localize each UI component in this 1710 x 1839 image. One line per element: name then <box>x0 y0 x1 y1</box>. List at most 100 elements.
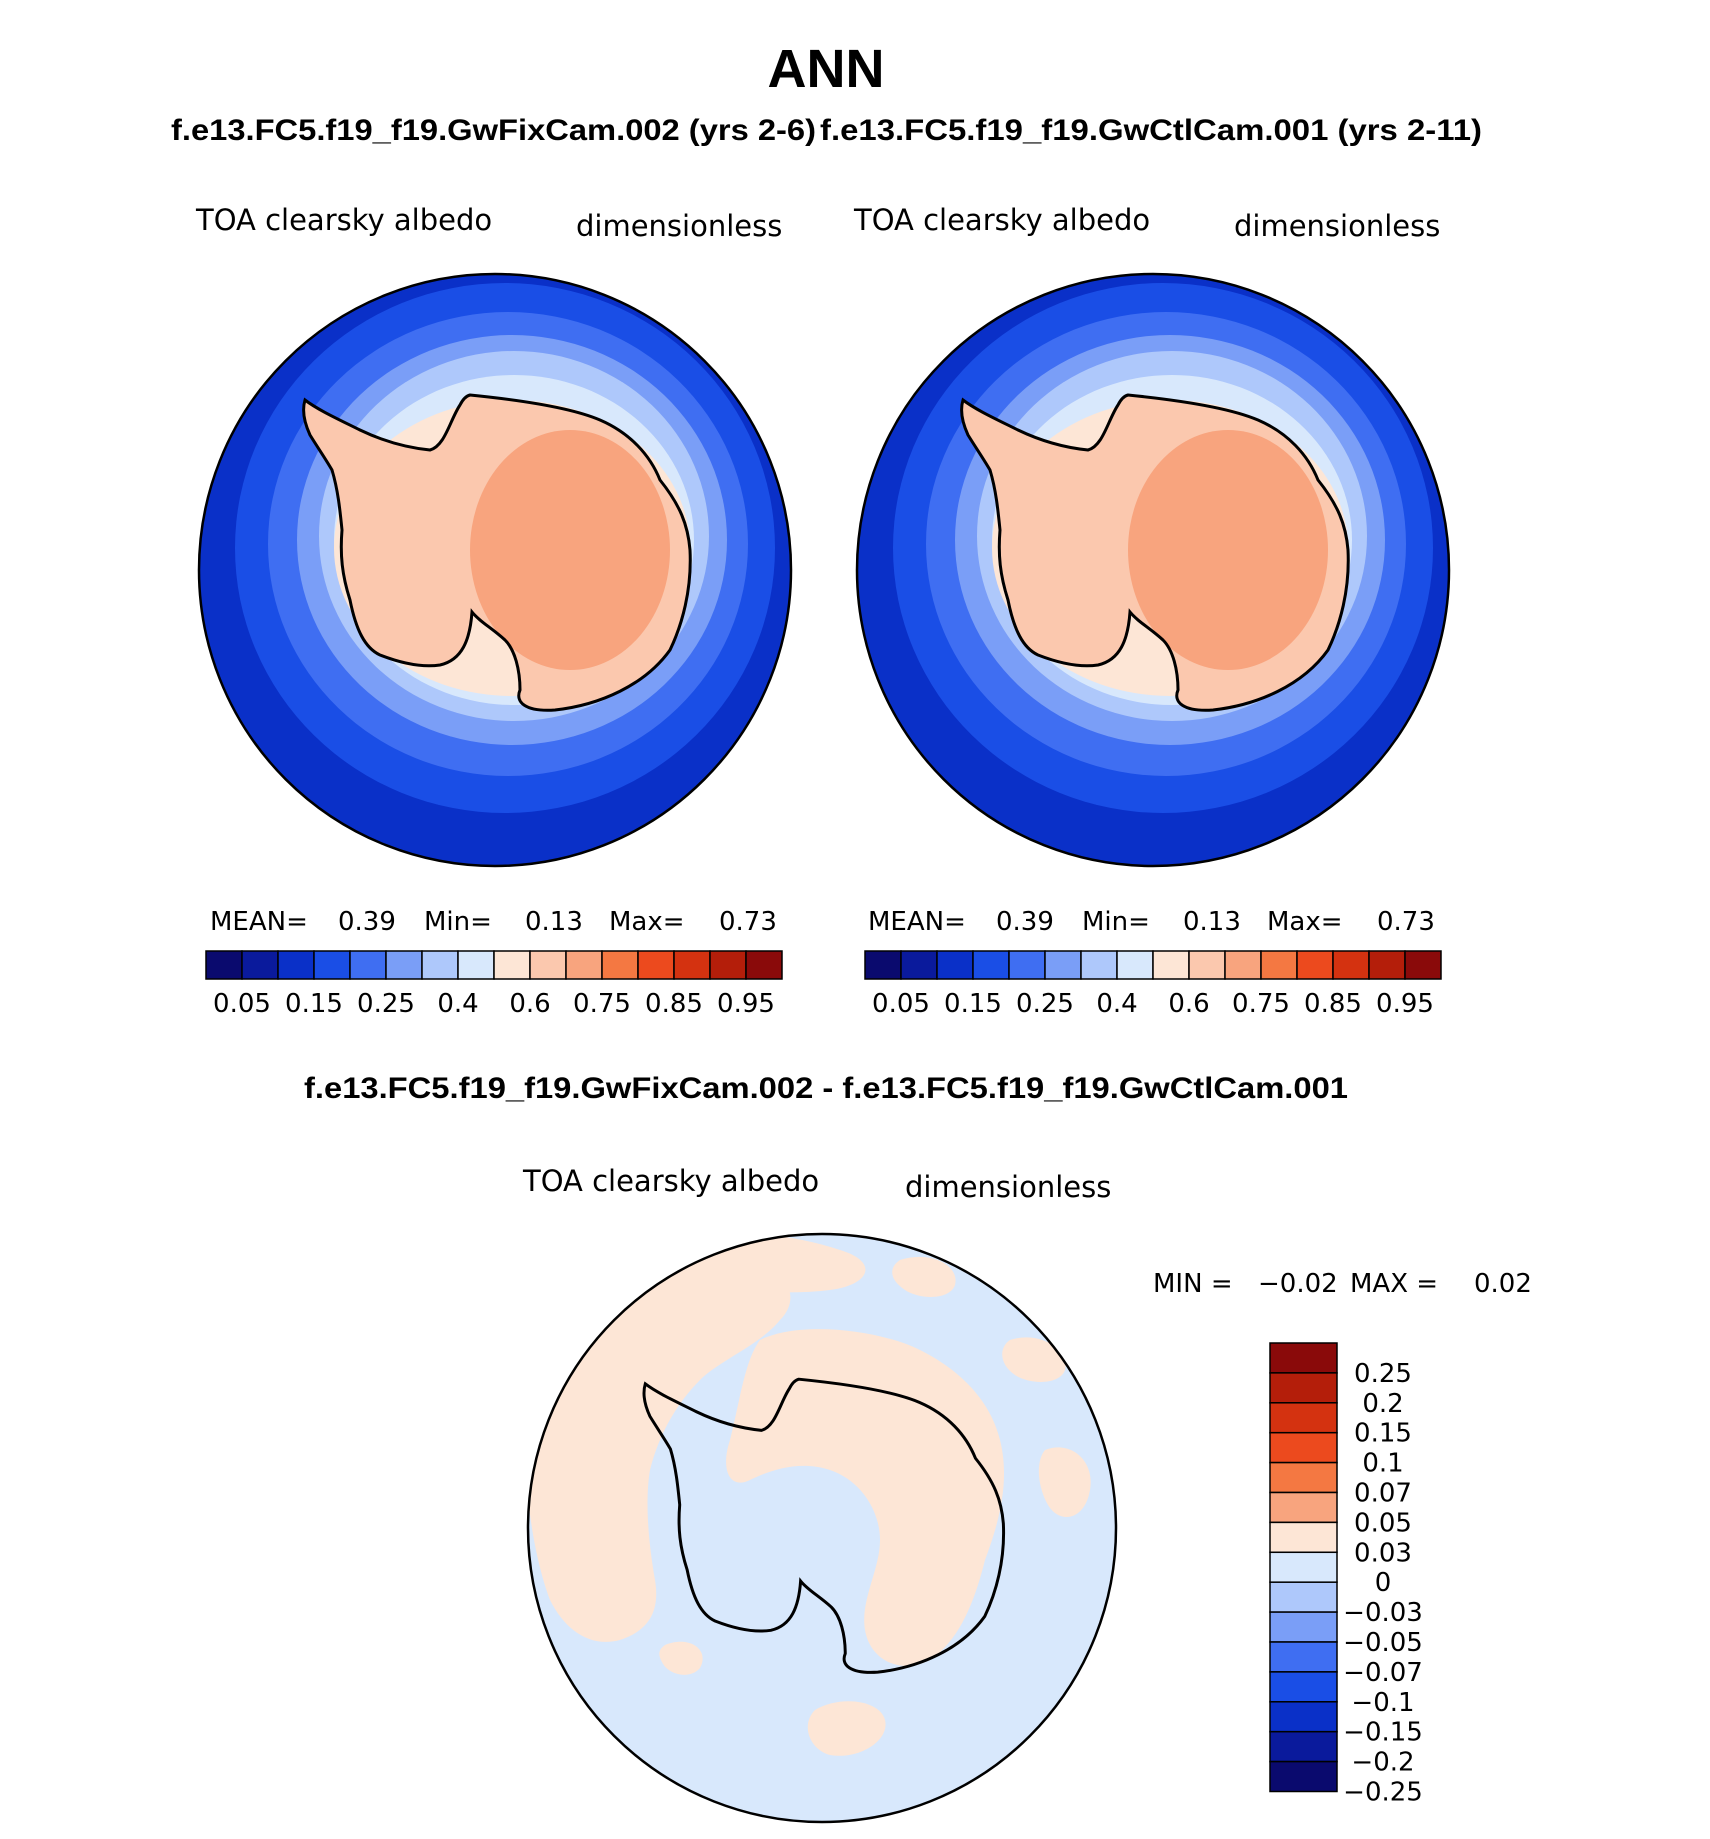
difference-polar-map <box>528 1234 1116 1822</box>
colorbar-tick-label: 0.15 <box>285 989 343 1019</box>
colorbar-swatch <box>709 950 747 980</box>
colorbar-tick-label: 0 <box>1375 1568 1392 1598</box>
min-label: MIN = <box>1153 1269 1233 1299</box>
colorbar-swatch <box>1269 1342 1338 1374</box>
colorbar-swatch <box>745 950 783 980</box>
colorbar-swatch <box>1188 950 1226 980</box>
colorbar-tick-label: −0.05 <box>1343 1628 1423 1658</box>
min-label: Min= <box>1082 907 1150 937</box>
right-case-header: f.e13.FC5.f19_f19.GwCtlCam.001 (yrs 2-11… <box>820 114 1482 147</box>
colorbar-swatch <box>313 950 351 980</box>
colorbar-tick-label: 0.25 <box>1016 989 1074 1019</box>
diff-positive-region <box>726 1329 1005 1666</box>
colorbar-swatch <box>900 950 938 980</box>
max-value: 0.02 <box>1474 1269 1532 1299</box>
left-variable-label: TOA clearsky albedo <box>195 203 492 237</box>
left-polar-map <box>199 274 791 866</box>
colorbar-swatch <box>241 950 279 980</box>
colorbar-tick-label: 0.05 <box>213 989 271 1019</box>
colorbar-tick-label: 0.85 <box>645 989 703 1019</box>
colorbar-tick-label: −0.1 <box>1351 1688 1414 1718</box>
colorbar-swatch <box>972 950 1010 980</box>
colorbar-tick-label: 0.6 <box>509 989 550 1019</box>
colorbar-swatch <box>864 950 902 980</box>
left-map-border <box>197 272 793 868</box>
min-value: 0.13 <box>525 907 583 937</box>
diff-positive-region <box>892 1256 956 1297</box>
difference-header: f.e13.FC5.f19_f19.GwFixCam.002 - f.e13.F… <box>304 1072 1348 1105</box>
colorbar-swatch <box>1269 1641 1338 1673</box>
diff-colorbar: 0.250.20.150.10.070.050.030−0.03−0.05−0.… <box>1269 1342 1423 1808</box>
colorbar-swatch <box>1269 1671 1338 1703</box>
colorbar-swatch <box>1269 1491 1338 1524</box>
min-value: 0.13 <box>1183 907 1241 937</box>
interior-high-albedo <box>1128 430 1328 670</box>
interior-high-albedo <box>470 430 670 670</box>
diff-stats: MIN = −0.02 MAX = 0.02 <box>1153 1269 1532 1299</box>
colorbar-swatch <box>1404 950 1442 980</box>
colorbar-tick-label: 0.85 <box>1304 989 1362 1019</box>
right-stats: MEAN= 0.39 Min= 0.13 Max= 0.73 <box>868 907 1435 937</box>
colorbar-swatch <box>1269 1372 1338 1404</box>
colorbar-swatch <box>601 950 639 980</box>
colorbar-swatch <box>1269 1730 1338 1763</box>
colorbar-swatch <box>205 950 243 980</box>
left-units-label: dimensionless <box>576 209 782 243</box>
colorbar-tick-label: 0.05 <box>1354 1508 1412 1538</box>
max-value: 0.73 <box>1377 907 1435 937</box>
colorbar-tick-label: 0.2 <box>1362 1389 1403 1419</box>
left-colorbar: 0.05 0.15 0.25 0.4 0.6 0.75 0.85 0.95 <box>205 950 783 1019</box>
colorbar-swatch <box>457 950 495 980</box>
colorbar-tick-label: 0.95 <box>717 989 775 1019</box>
right-variable-label: TOA clearsky albedo <box>853 203 1150 237</box>
colorbar-swatch <box>1269 1701 1338 1733</box>
colorbar-swatch <box>1269 1521 1338 1554</box>
colorbar-swatch <box>385 950 423 980</box>
colorbar-swatch <box>1008 950 1046 980</box>
right-units-label: dimensionless <box>1234 209 1440 243</box>
max-label: Max= <box>609 907 685 937</box>
colorbar-swatch <box>1296 950 1334 980</box>
colorbar-swatch <box>349 950 387 980</box>
colorbar-tick-label: 0.75 <box>573 989 631 1019</box>
figure-title: ANN <box>768 39 885 99</box>
colorbar-swatch <box>493 950 531 980</box>
colorbar-swatch <box>1044 950 1082 980</box>
colorbar-swatch <box>1269 1551 1338 1583</box>
colorbar-swatch <box>565 950 603 980</box>
colorbar-swatch <box>673 950 711 980</box>
colorbar-swatch <box>936 950 974 980</box>
diff-map-border <box>526 1232 1118 1824</box>
colorbar-swatch <box>1116 950 1154 980</box>
colorbar-swatch <box>1269 1581 1338 1613</box>
colorbar-tick-label: −0.03 <box>1343 1598 1423 1628</box>
colorbar-swatch <box>1269 1461 1338 1494</box>
colorbar-tick-label: 0.15 <box>944 989 1002 1019</box>
colorbar-tick-label: 0.15 <box>1354 1419 1412 1449</box>
colorbar-tick-label: 0.4 <box>1096 989 1137 1019</box>
mean-value: 0.39 <box>996 907 1054 937</box>
colorbar-swatch <box>421 950 459 980</box>
max-label: Max= <box>1267 907 1343 937</box>
diff-positive-region <box>1038 1447 1091 1517</box>
colorbar-swatch <box>1224 950 1262 980</box>
colorbar-tick-label: 0.95 <box>1376 989 1434 1019</box>
colorbar-tick-label: 0.25 <box>357 989 415 1019</box>
diff-units-label: dimensionless <box>905 1170 1111 1204</box>
diff-positive-region <box>1002 1337 1066 1382</box>
colorbar-swatch <box>529 950 567 980</box>
colorbar-tick-label: 0.6 <box>1168 989 1209 1019</box>
mean-label: MEAN= <box>210 907 308 937</box>
colorbar-swatch <box>637 950 675 980</box>
colorbar-swatch <box>1332 950 1370 980</box>
colorbar-swatch <box>1368 950 1406 980</box>
right-polar-map <box>857 274 1449 866</box>
colorbar-tick-label: −0.15 <box>1343 1718 1423 1748</box>
right-map-border <box>855 272 1451 868</box>
mean-value: 0.39 <box>338 907 396 937</box>
colorbar-swatch <box>1080 950 1118 980</box>
colorbar-tick-label: 0.05 <box>872 989 930 1019</box>
diff-positive-region <box>659 1641 703 1675</box>
colorbar-tick-label: −0.07 <box>1343 1658 1423 1688</box>
colorbar-tick-label: 0.1 <box>1362 1449 1403 1479</box>
